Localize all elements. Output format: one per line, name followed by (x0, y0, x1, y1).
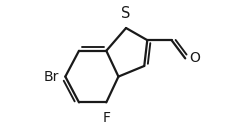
Text: S: S (121, 6, 131, 21)
Text: Br: Br (44, 70, 59, 84)
Text: O: O (189, 51, 200, 65)
Text: F: F (102, 111, 110, 125)
